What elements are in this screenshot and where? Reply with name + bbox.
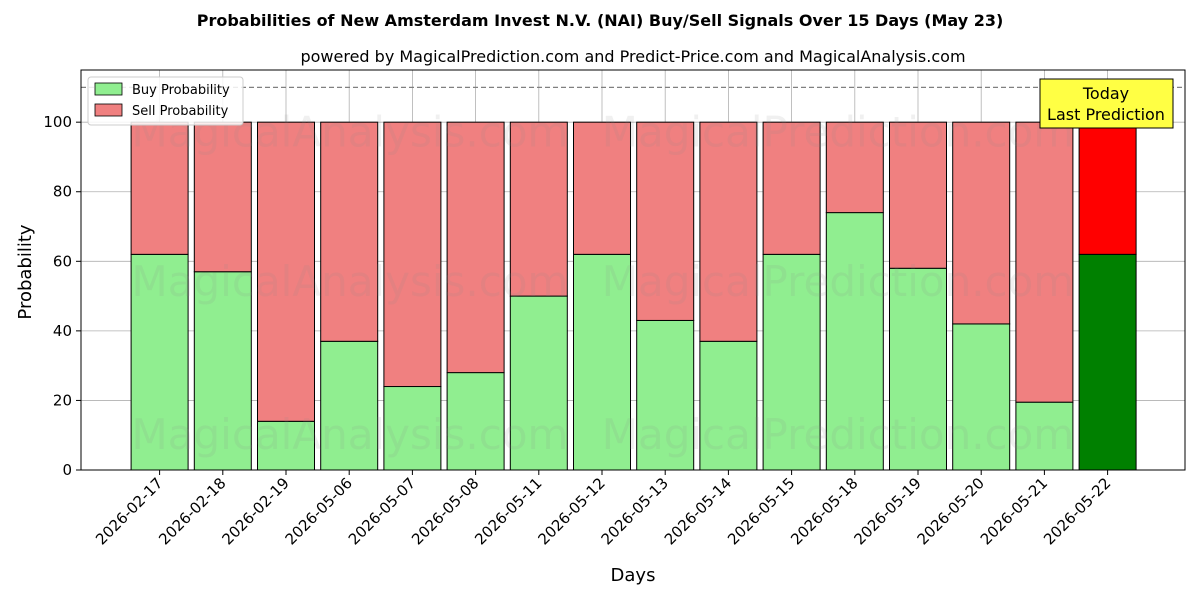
legend-label-buy: Buy Probability [132, 83, 230, 98]
bar-buy [573, 253, 631, 471]
bar-sell [889, 121, 947, 269]
bar-buy [383, 386, 442, 471]
bar-buy [446, 372, 505, 471]
legend-swatch-buy [94, 82, 123, 96]
x-tick-label: 2026-05-18 [787, 474, 861, 548]
bar-sell [320, 121, 379, 342]
bar-sell [446, 121, 505, 374]
watermark-text: MagicalPrediction.com [602, 410, 1075, 459]
bar-buy [320, 340, 379, 471]
bar-buy [889, 267, 947, 471]
bar-buy [636, 319, 695, 471]
legend-box [87, 76, 244, 126]
watermark-text: MagicalPrediction.com [602, 257, 1075, 306]
bar-buy [825, 212, 884, 471]
x-tick-label: 2026-05-21 [977, 474, 1051, 548]
x-tick-label: 2026-02-19 [218, 474, 292, 548]
bar-buy [699, 340, 758, 471]
x-tick-label: 2026-05-22 [1040, 474, 1114, 548]
x-tick-label: 2026-02-18 [155, 474, 229, 548]
plot-frame [80, 69, 1186, 471]
annotation-box [1039, 78, 1174, 129]
bar-buy [257, 420, 315, 471]
x-axis-label: Days [611, 565, 656, 586]
bar-sell [825, 121, 884, 214]
y-axis-label: Probability [15, 224, 36, 319]
y-tick-label: 0 [62, 461, 72, 479]
y-tick-label: 20 [53, 391, 72, 409]
x-tick-label: 2026-05-06 [282, 474, 356, 548]
bar-sell [762, 121, 821, 255]
watermarks: MagicalAnalysis.com MagicalPrediction.com… [132, 108, 1075, 460]
chart-title: Probabilities of New Amsterdam Invest N.… [197, 11, 1004, 30]
x-tick-label: 2026-05-08 [408, 474, 482, 548]
watermark-text: MagicalPrediction.com [602, 108, 1075, 157]
bar-sell [1015, 121, 1074, 403]
legend-swatch-sell [94, 103, 123, 117]
x-tick-label: 2026-05-20 [914, 474, 988, 548]
x-tick-label: 2026-05-15 [724, 474, 798, 548]
x-tick-label: 2026-05-07 [345, 474, 419, 548]
bar-buy [509, 295, 568, 471]
y-tick-label: 80 [53, 183, 72, 201]
x-axis: 2026-02-172026-02-182026-02-192026-05-06… [92, 470, 1114, 548]
watermark-text: MagicalAnalysis.com [132, 410, 569, 459]
legend-label-sell: Sell Probability [132, 104, 229, 119]
x-tick-label: 2026-02-17 [92, 474, 166, 548]
x-tick-label: 2026-05-12 [534, 474, 608, 548]
x-tick-label: 2026-05-13 [598, 474, 672, 548]
y-tick-label: 40 [53, 322, 72, 340]
x-tick-label: 2026-05-19 [850, 474, 924, 548]
bar-sell [257, 121, 315, 422]
bar-sell [1078, 121, 1137, 255]
bar-sell [699, 121, 758, 342]
x-tick-label: 2026-05-11 [471, 474, 545, 548]
today-annotation: Today Last Prediction [1039, 78, 1174, 129]
watermark-text: MagicalAnalysis.com [132, 257, 569, 306]
bar-sell [509, 121, 568, 297]
annotation-line-today: Today [1082, 84, 1129, 103]
bar-sell [573, 121, 631, 255]
bar-sell [952, 121, 1011, 325]
chart-subtitle: powered by MagicalPrediction.com and Pre… [300, 47, 965, 66]
bar-sell [130, 121, 189, 255]
annotation-line-last-prediction: Last Prediction [1047, 105, 1165, 124]
bar-buy [193, 271, 252, 471]
bar-buy [1078, 253, 1137, 471]
y-tick-label: 100 [43, 113, 72, 131]
legend: Buy Probability Sell Probability [87, 76, 244, 126]
x-tick-label: 2026-05-14 [661, 474, 735, 548]
bars [130, 121, 1137, 471]
bar-sell [636, 121, 695, 321]
y-tick-label: 60 [53, 252, 72, 270]
bar-buy [762, 253, 821, 471]
y-axis: 0 20 40 60 80 100 [43, 113, 81, 479]
bar-sell [383, 121, 442, 388]
